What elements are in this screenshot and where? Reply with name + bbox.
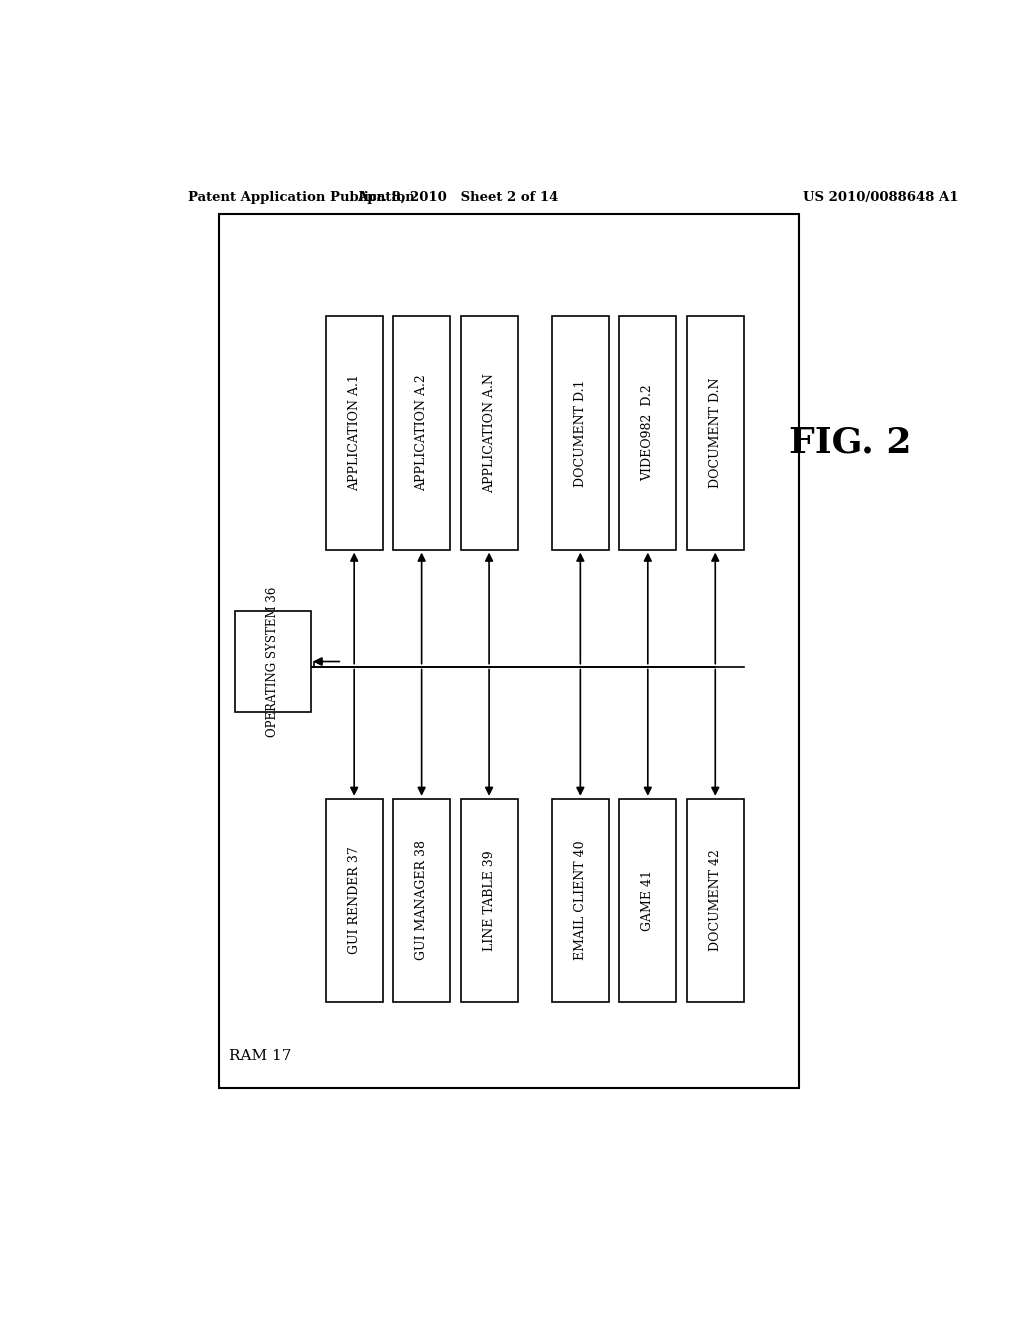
Bar (552, 315, 609, 549)
Bar (687, 315, 743, 549)
Bar (393, 799, 451, 1002)
Text: APPLICATION A.N: APPLICATION A.N (482, 372, 496, 492)
Bar (620, 315, 677, 549)
Bar (393, 315, 451, 549)
Bar (461, 799, 518, 1002)
Text: US 2010/0088648 A1: US 2010/0088648 A1 (803, 190, 958, 203)
Text: DOCUMENT D.N: DOCUMENT D.N (709, 378, 722, 488)
Text: APPLICATION A.2: APPLICATION A.2 (415, 375, 428, 491)
Text: RAM 17: RAM 17 (228, 1049, 291, 1063)
Bar (687, 799, 743, 1002)
Bar (236, 611, 310, 713)
Bar (461, 315, 518, 549)
Text: VIDEO982  D.2: VIDEO982 D.2 (641, 384, 654, 482)
Text: LINE TABLE 39: LINE TABLE 39 (482, 850, 496, 950)
Text: GUI MANAGER 38: GUI MANAGER 38 (415, 841, 428, 961)
Text: DOCUMENT D.1: DOCUMENT D.1 (573, 379, 587, 487)
Bar (620, 799, 677, 1002)
Text: EMAIL CLIENT 40: EMAIL CLIENT 40 (573, 841, 587, 960)
Text: Apr. 8, 2010   Sheet 2 of 14: Apr. 8, 2010 Sheet 2 of 14 (356, 190, 558, 203)
Text: OPERATING SYSTEM 36: OPERATING SYSTEM 36 (266, 586, 280, 737)
Bar (326, 799, 383, 1002)
Text: Patent Application Publication: Patent Application Publication (187, 190, 415, 203)
Text: FIG. 2: FIG. 2 (788, 426, 911, 459)
Text: GUI RENDER 37: GUI RENDER 37 (348, 846, 360, 954)
Text: DOCUMENT 42: DOCUMENT 42 (709, 850, 722, 952)
Bar (219, 214, 799, 1089)
Text: APPLICATION A.1: APPLICATION A.1 (348, 375, 360, 491)
Bar (552, 799, 609, 1002)
Text: GAME 41: GAME 41 (641, 870, 654, 931)
Bar (326, 315, 383, 549)
